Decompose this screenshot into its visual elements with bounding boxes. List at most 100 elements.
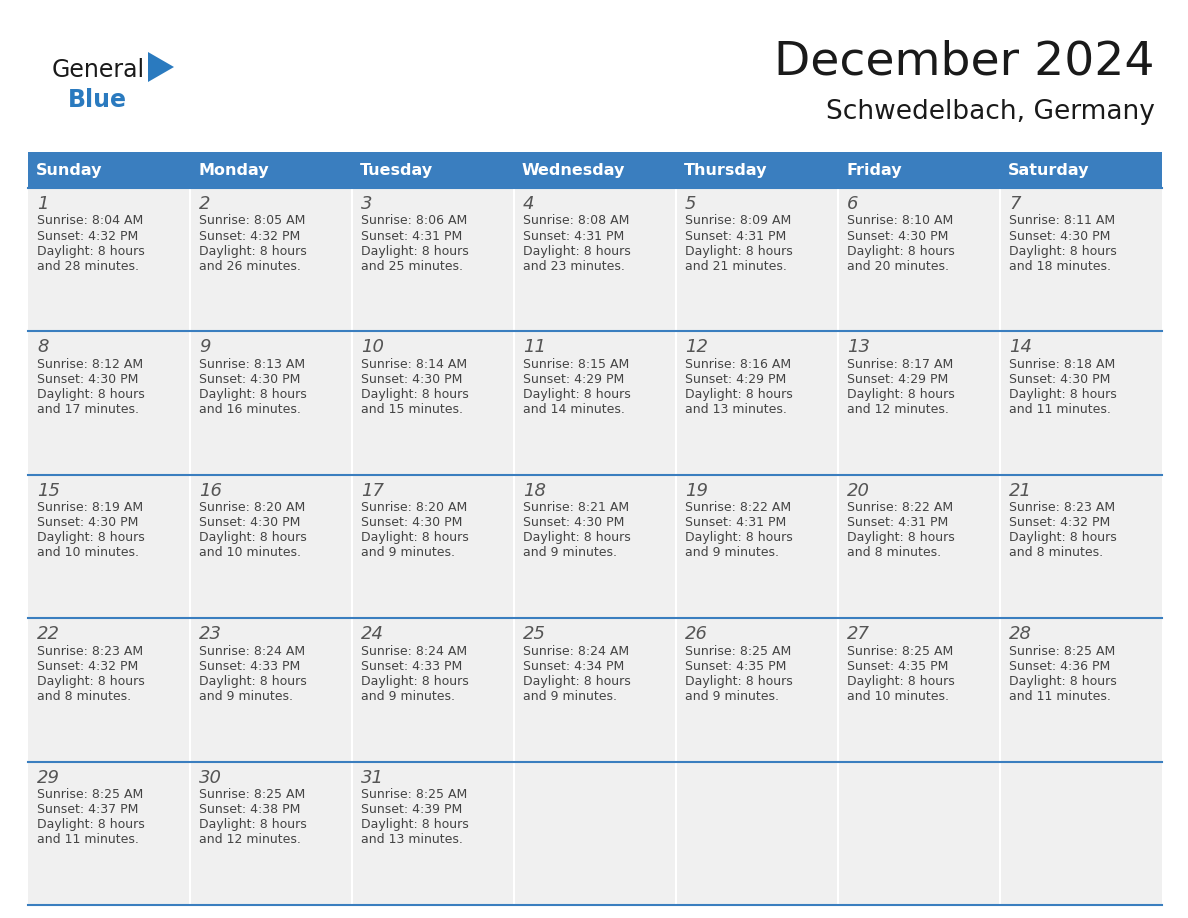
Text: Sunrise: 8:25 AM: Sunrise: 8:25 AM (685, 644, 791, 657)
Text: Daylight: 8 hours: Daylight: 8 hours (847, 532, 955, 544)
Text: Sunset: 4:33 PM: Sunset: 4:33 PM (200, 660, 301, 673)
Text: Sunset: 4:34 PM: Sunset: 4:34 PM (523, 660, 624, 673)
Text: and 26 minutes.: and 26 minutes. (200, 260, 301, 273)
Bar (1000, 762, 1162, 905)
Text: Daylight: 8 hours: Daylight: 8 hours (200, 675, 307, 688)
Bar (352, 188, 514, 331)
Text: Sunrise: 8:16 AM: Sunrise: 8:16 AM (685, 358, 791, 371)
Text: 6: 6 (847, 195, 859, 213)
Text: Daylight: 8 hours: Daylight: 8 hours (37, 388, 145, 401)
Text: Monday: Monday (198, 162, 268, 177)
Text: and 18 minutes.: and 18 minutes. (1009, 260, 1111, 273)
Bar (190, 331, 352, 475)
Text: Sunset: 4:29 PM: Sunset: 4:29 PM (685, 373, 786, 386)
Text: Sunset: 4:36 PM: Sunset: 4:36 PM (1009, 660, 1111, 673)
Text: Sunrise: 8:24 AM: Sunrise: 8:24 AM (523, 644, 630, 657)
Text: Sunset: 4:30 PM: Sunset: 4:30 PM (1009, 373, 1111, 386)
Bar (190, 188, 352, 331)
Text: General: General (52, 58, 145, 82)
Text: Daylight: 8 hours: Daylight: 8 hours (361, 244, 469, 258)
Text: Sunrise: 8:11 AM: Sunrise: 8:11 AM (1009, 215, 1116, 228)
Text: Schwedelbach, Germany: Schwedelbach, Germany (826, 99, 1155, 125)
Text: Sunrise: 8:25 AM: Sunrise: 8:25 AM (1009, 644, 1116, 657)
Text: Sunset: 4:31 PM: Sunset: 4:31 PM (361, 230, 462, 242)
Bar (514, 188, 676, 331)
Bar (838, 618, 1000, 762)
Text: 11: 11 (523, 339, 546, 356)
Text: and 8 minutes.: and 8 minutes. (847, 546, 941, 559)
Text: and 13 minutes.: and 13 minutes. (361, 834, 463, 846)
Bar (1000, 618, 1162, 762)
Text: Daylight: 8 hours: Daylight: 8 hours (1009, 388, 1117, 401)
Text: Sunset: 4:32 PM: Sunset: 4:32 PM (200, 230, 301, 242)
Text: Daylight: 8 hours: Daylight: 8 hours (1009, 675, 1117, 688)
Text: and 9 minutes.: and 9 minutes. (361, 546, 455, 559)
Text: and 25 minutes.: and 25 minutes. (361, 260, 463, 273)
Text: Sunrise: 8:18 AM: Sunrise: 8:18 AM (1009, 358, 1116, 371)
Text: 9: 9 (200, 339, 210, 356)
Text: and 11 minutes.: and 11 minutes. (37, 834, 139, 846)
Text: Sunrise: 8:10 AM: Sunrise: 8:10 AM (847, 215, 953, 228)
Text: Daylight: 8 hours: Daylight: 8 hours (523, 532, 631, 544)
Text: 18: 18 (523, 482, 546, 499)
Text: 1: 1 (37, 195, 49, 213)
Bar (352, 762, 514, 905)
Text: and 14 minutes.: and 14 minutes. (523, 403, 625, 416)
Text: and 12 minutes.: and 12 minutes. (847, 403, 949, 416)
Text: 4: 4 (523, 195, 535, 213)
Text: Sunset: 4:32 PM: Sunset: 4:32 PM (37, 660, 138, 673)
Text: Sunset: 4:32 PM: Sunset: 4:32 PM (1009, 516, 1111, 530)
Bar (190, 762, 352, 905)
Text: Friday: Friday (846, 162, 902, 177)
Text: Daylight: 8 hours: Daylight: 8 hours (361, 675, 469, 688)
Text: 7: 7 (1009, 195, 1020, 213)
Bar (838, 475, 1000, 618)
Text: Sunset: 4:31 PM: Sunset: 4:31 PM (685, 230, 786, 242)
Text: and 9 minutes.: and 9 minutes. (523, 546, 617, 559)
Text: Sunset: 4:30 PM: Sunset: 4:30 PM (361, 373, 462, 386)
Bar (190, 618, 352, 762)
Text: Daylight: 8 hours: Daylight: 8 hours (1009, 532, 1117, 544)
Text: Sunset: 4:30 PM: Sunset: 4:30 PM (1009, 230, 1111, 242)
Text: and 8 minutes.: and 8 minutes. (1009, 546, 1104, 559)
Text: and 12 minutes.: and 12 minutes. (200, 834, 301, 846)
Text: Daylight: 8 hours: Daylight: 8 hours (361, 532, 469, 544)
Text: 23: 23 (200, 625, 222, 644)
Text: 26: 26 (685, 625, 708, 644)
Text: Sunrise: 8:25 AM: Sunrise: 8:25 AM (847, 644, 953, 657)
Bar (352, 618, 514, 762)
Bar (838, 762, 1000, 905)
Text: Sunrise: 8:24 AM: Sunrise: 8:24 AM (361, 644, 467, 657)
Text: Sunrise: 8:06 AM: Sunrise: 8:06 AM (361, 215, 467, 228)
Text: Sunset: 4:30 PM: Sunset: 4:30 PM (361, 516, 462, 530)
Text: Daylight: 8 hours: Daylight: 8 hours (685, 532, 792, 544)
Text: Daylight: 8 hours: Daylight: 8 hours (685, 388, 792, 401)
Text: Daylight: 8 hours: Daylight: 8 hours (37, 532, 145, 544)
Bar (352, 475, 514, 618)
Text: and 11 minutes.: and 11 minutes. (1009, 689, 1111, 702)
Text: Daylight: 8 hours: Daylight: 8 hours (37, 675, 145, 688)
Bar (29, 762, 190, 905)
Text: and 16 minutes.: and 16 minutes. (200, 403, 301, 416)
Text: 12: 12 (685, 339, 708, 356)
Text: Sunrise: 8:09 AM: Sunrise: 8:09 AM (685, 215, 791, 228)
Text: Sunrise: 8:25 AM: Sunrise: 8:25 AM (361, 788, 467, 801)
Bar (676, 618, 838, 762)
Bar (514, 475, 676, 618)
Bar (676, 188, 838, 331)
Bar (29, 618, 190, 762)
Text: Sunset: 4:30 PM: Sunset: 4:30 PM (200, 373, 301, 386)
Text: Daylight: 8 hours: Daylight: 8 hours (1009, 244, 1117, 258)
Text: and 28 minutes.: and 28 minutes. (37, 260, 139, 273)
Text: 10: 10 (361, 339, 384, 356)
Text: Daylight: 8 hours: Daylight: 8 hours (361, 388, 469, 401)
Text: Sunrise: 8:25 AM: Sunrise: 8:25 AM (37, 788, 144, 801)
Text: Tuesday: Tuesday (360, 162, 434, 177)
Text: Daylight: 8 hours: Daylight: 8 hours (847, 388, 955, 401)
Text: Sunrise: 8:12 AM: Sunrise: 8:12 AM (37, 358, 143, 371)
Text: Sunrise: 8:25 AM: Sunrise: 8:25 AM (200, 788, 305, 801)
Text: Daylight: 8 hours: Daylight: 8 hours (200, 244, 307, 258)
Text: Sunset: 4:30 PM: Sunset: 4:30 PM (200, 516, 301, 530)
Text: and 10 minutes.: and 10 minutes. (37, 546, 139, 559)
Text: and 20 minutes.: and 20 minutes. (847, 260, 949, 273)
